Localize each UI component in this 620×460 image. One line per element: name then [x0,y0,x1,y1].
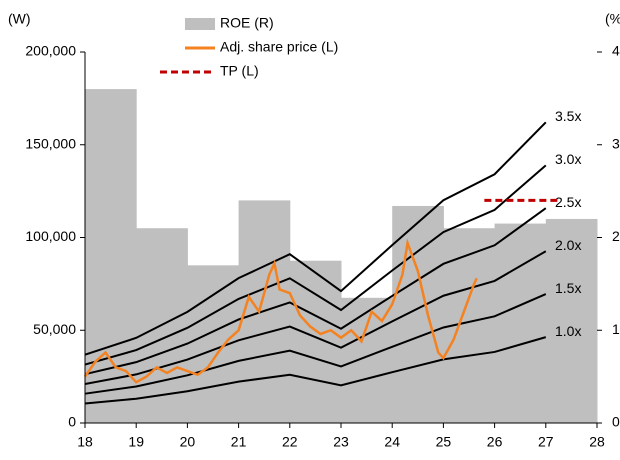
y2-tick-label: 2 [612,228,620,244]
legend-label: ROE (R) [220,15,274,31]
y2-axis-title: (%) [605,11,620,27]
x-tick-label: 20 [180,434,196,450]
roe-bar [545,218,598,423]
band-label: 3.5x [555,108,581,124]
y-tick-label: 150,000 [25,135,76,151]
pbr-band-line [84,293,547,395]
x-tick-label: 26 [487,434,503,450]
x-tick-label: 23 [333,434,349,450]
legend-label: Adj. share price (L) [220,39,338,55]
band-label: 2.5x [555,194,581,210]
legend-swatch [185,18,215,30]
pbr-band-line [84,164,547,366]
pbr-band-line [84,250,547,386]
roe-bar [187,265,240,423]
band-label: 2.0x [555,237,581,253]
y2-tick-label: 4 [612,43,620,59]
x-tick-label: 25 [436,434,452,450]
band-label: 1.0x [555,323,581,339]
legend-label: TP (L) [220,63,259,79]
y-tick-label: 200,000 [25,43,76,59]
x-tick-label: 22 [282,434,298,450]
share-price-line [83,238,478,384]
y-tick-label: 50,000 [33,321,76,337]
x-tick-label: 18 [77,434,93,450]
y2-tick-label: 1 [612,321,620,337]
band-label: 3.0x [555,151,581,167]
y-tick-label: 0 [68,414,76,430]
x-tick-label: 28 [589,434,605,450]
y2-tick-label: 3 [612,135,620,151]
roe-bar [392,205,444,423]
x-tick-label: 21 [231,434,247,450]
pbr-band-line [84,336,547,405]
x-tick-label: 19 [128,434,144,450]
roe-bar [494,223,547,423]
y-axis-title: (W) [8,11,31,27]
pbr-band-line [84,121,547,356]
y2-tick-label: 0 [612,414,620,430]
pbr-band-line [84,207,547,376]
x-tick-label: 24 [384,434,400,450]
band-label: 1.5x [555,280,581,296]
y-tick-label: 100,000 [25,228,76,244]
x-tick-label: 27 [538,434,554,450]
roe-bar [289,260,342,423]
